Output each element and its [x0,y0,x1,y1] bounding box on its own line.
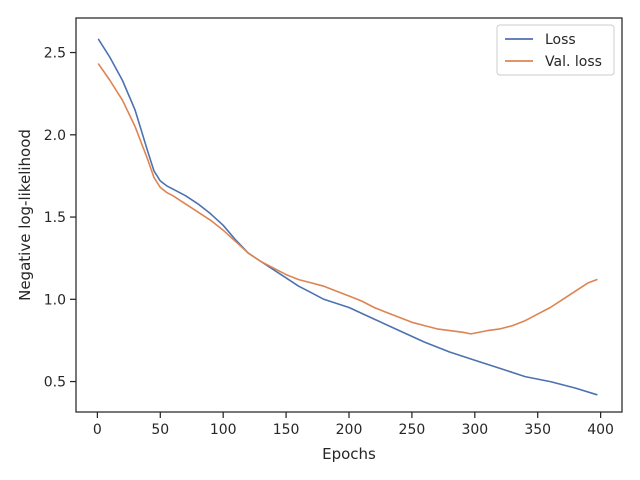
x-tick-label: 300 [461,422,488,438]
y-tick-label: 1.5 [44,210,66,226]
x-tick-label: 100 [210,422,237,438]
legend: Loss Val. loss [496,24,615,76]
legend-entry-label: Loss [545,32,576,48]
x-tick-label: 0 [93,422,102,438]
y-axis-label: Negative log-likelihood [16,129,34,301]
x-tick-label: 200 [336,422,363,438]
x-tick-label: 400 [587,422,614,438]
y-tick-label: 2.0 [44,128,66,144]
x-tick-label: 150 [273,422,300,438]
series-layer [97,38,598,396]
y-axis-ticks: 0.5 1.0 1.5 2.0 2.5 [44,46,76,391]
x-tick-label: 250 [399,422,426,438]
series-line-val-loss [97,63,598,335]
legend-box [496,24,615,76]
x-tick-label: 350 [524,422,551,438]
x-tick-label: 50 [151,422,169,438]
x-axis-ticks: 0 50 100 150 200 250 300 350 400 [93,412,614,438]
x-axis-label: Epochs [322,445,376,463]
y-tick-label: 0.5 [44,375,66,391]
legend-entry-label: Val. loss [545,54,602,70]
y-tick-label: 1.0 [44,292,66,308]
y-tick-label: 2.5 [44,46,66,62]
